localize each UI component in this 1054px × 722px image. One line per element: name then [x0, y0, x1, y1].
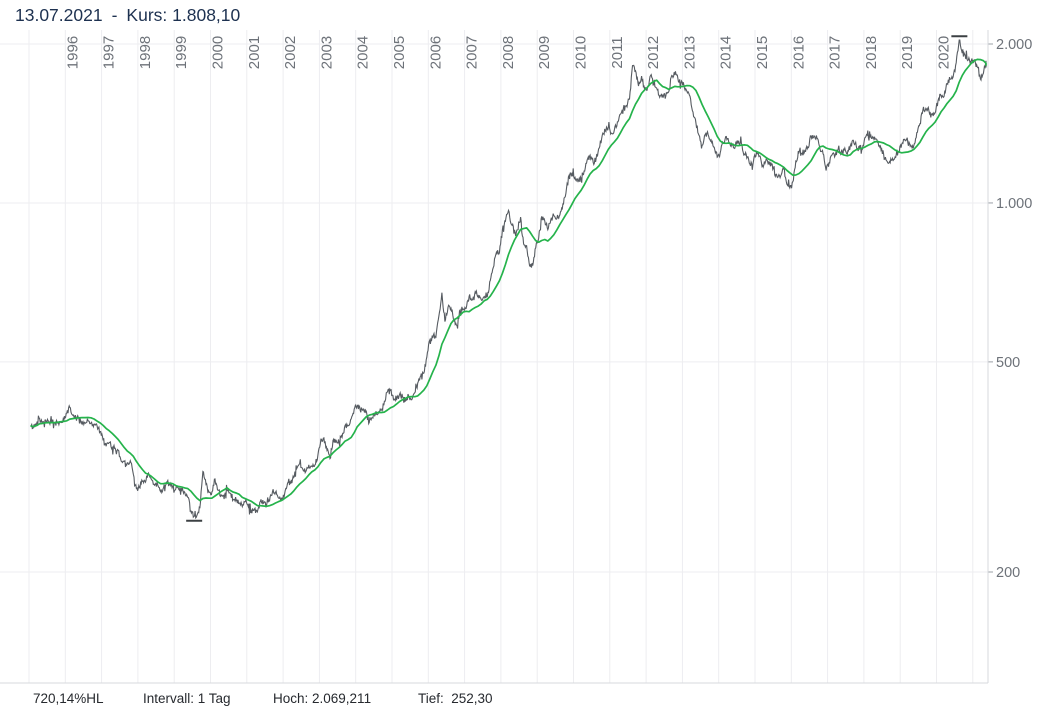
x-axis-year-label: 1996: [64, 36, 81, 69]
footer-high: Hoch: 2.069,211: [273, 691, 372, 706]
footer-performance: 720,14%HL: [33, 691, 104, 706]
title-kurs: Kurs: 1.808,10: [126, 5, 241, 25]
x-axis-year-label: 2016: [790, 36, 807, 69]
y-axis-tick-label: 2.000: [996, 37, 1032, 53]
x-axis-year-label: 1998: [137, 36, 154, 69]
footer-interval: Intervall: 1 Tag: [143, 691, 231, 706]
x-axis-year-label: 2005: [391, 36, 408, 69]
x-axis-year-label: 2011: [609, 36, 626, 68]
x-axis-year-label: 2000: [210, 36, 227, 69]
x-axis-year-label: 2013: [681, 36, 698, 69]
x-axis-year-label: 2020: [936, 36, 953, 69]
x-axis-year-label: 2007: [464, 36, 481, 69]
x-axis-year-label: 2001: [246, 36, 263, 69]
x-axis-year-label: 2018: [863, 36, 880, 69]
moving-average-line: [30, 58, 987, 508]
x-axis-year-label: 2002: [282, 36, 299, 69]
title-date: 13.07.2021: [15, 5, 103, 25]
x-axis-year-label: 2009: [536, 36, 553, 69]
y-axis-tick-label: 1.000: [996, 196, 1032, 212]
x-axis-year-label: 2019: [899, 36, 916, 69]
x-axis-year-label: 2006: [427, 36, 444, 69]
x-axis-year-label: 2003: [318, 36, 335, 69]
x-axis-year-label: 2015: [754, 36, 771, 69]
x-axis-year-label: 2017: [827, 36, 844, 69]
x-axis-year-label: 1997: [101, 36, 118, 69]
y-axis-tick-label: 500: [996, 355, 1020, 371]
x-axis-year-label: 2008: [500, 36, 517, 69]
x-axis-year-label: 2012: [645, 36, 662, 69]
x-axis-year-label: 2004: [355, 36, 372, 69]
footer-low: Tief: 252,30: [418, 691, 493, 706]
y-axis-tick-label: 200: [996, 565, 1020, 581]
x-axis-year-label: 2010: [573, 36, 590, 69]
x-axis-year-label: 1999: [173, 36, 190, 69]
price-line: [30, 39, 987, 520]
title-separator: -: [111, 5, 118, 25]
chart-title: 13.07.2021- Kurs: 1.808,10: [15, 5, 240, 26]
x-axis-year-label: 2014: [718, 36, 735, 69]
